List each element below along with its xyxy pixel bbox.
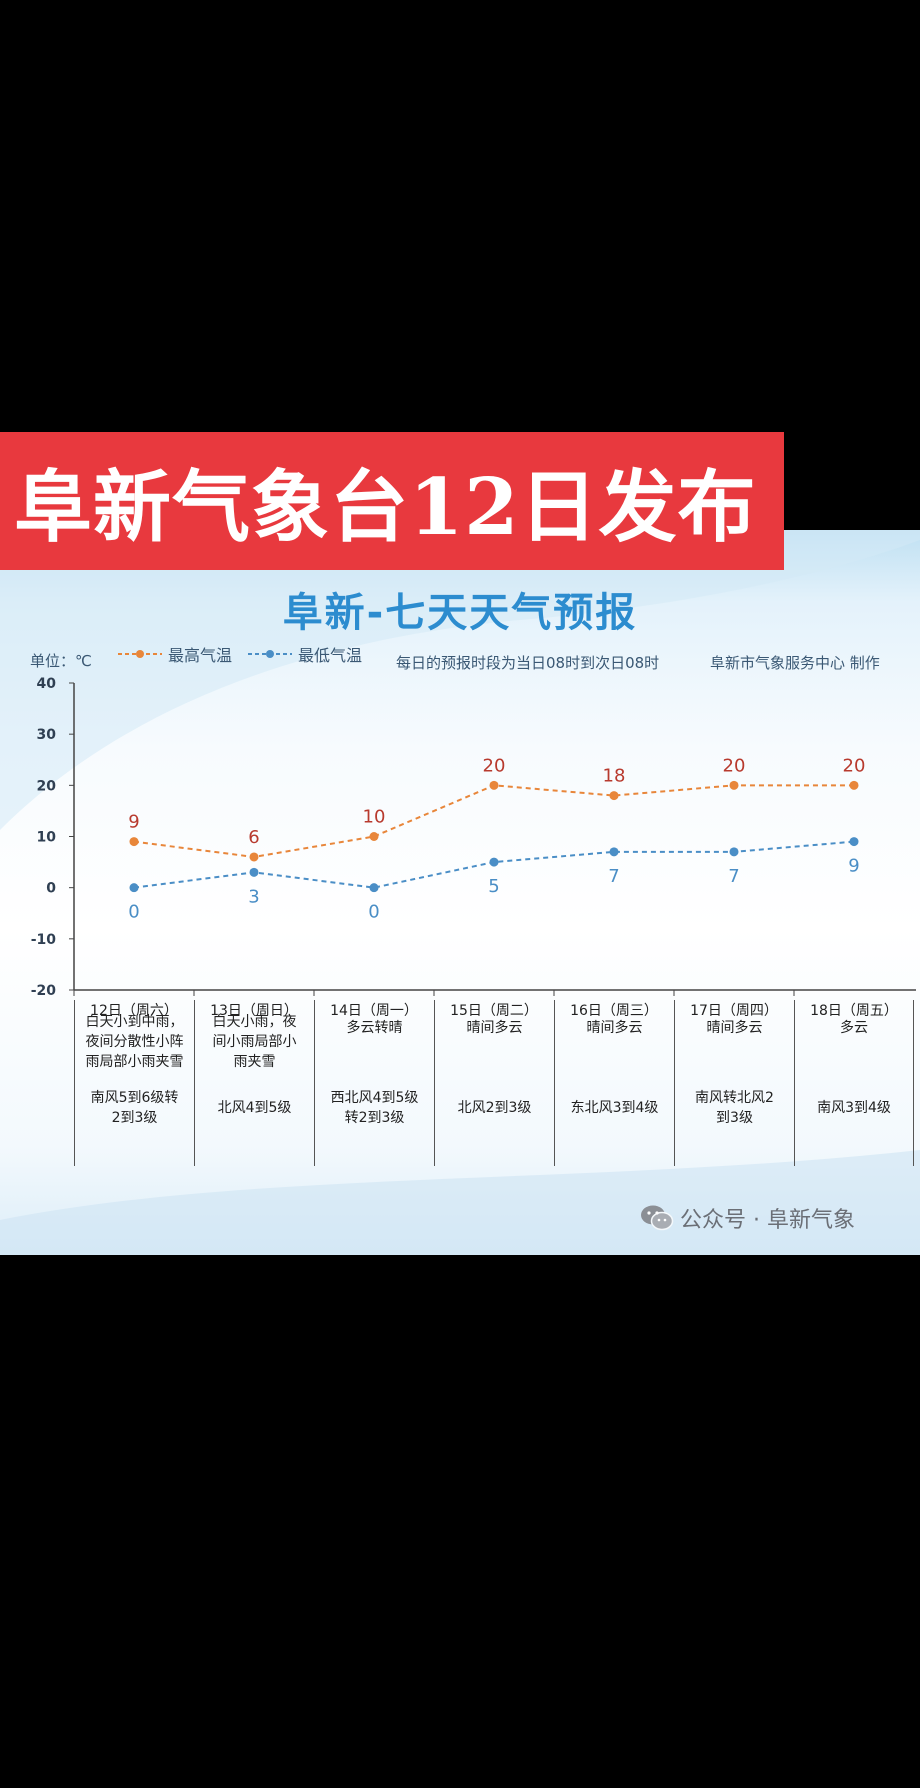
- series-line-high: [133, 784, 854, 858]
- y-tick-label: 20: [37, 778, 57, 794]
- x-tick-label: 14日（周一）: [330, 1003, 418, 1019]
- day-weather-text: 晴间多云: [466, 1020, 523, 1036]
- day-weather-text: 多云转晴: [346, 1020, 403, 1036]
- day-wind-text: 南风5到6级转 2到3级: [90, 1090, 179, 1126]
- data-point-high: [489, 780, 499, 790]
- legend-high-line-icon: [118, 650, 162, 658]
- watermark-text: 公众号 · 阜新气象: [680, 1208, 855, 1233]
- data-point-low: [129, 883, 139, 893]
- background-wave: [0, 530, 920, 830]
- y-tick-label: 10: [37, 830, 57, 846]
- day-weather-text: 晴间多云: [706, 1020, 763, 1036]
- forecast-chart-panel: 40 30 20 10 0 -10 -20 12日（周六） 13日（周日） 14日（周一） 15日（…: [0, 530, 920, 1255]
- y-tick-label: 0: [46, 881, 56, 897]
- data-label-low: 9: [848, 856, 859, 877]
- legend-high-label: 最高气温: [168, 646, 233, 665]
- data-label-high: 18: [603, 766, 626, 787]
- day-detail-column: 晴间多云南风转北风2 到3级: [674, 1000, 794, 1166]
- day-wind-text: 北风2到3级: [457, 1100, 532, 1116]
- producer-note: 阜新市气象服务中心 制作: [710, 654, 880, 672]
- data-label-high: 20: [723, 755, 746, 776]
- data-point-low: [489, 857, 499, 867]
- y-tick-label: 40: [37, 676, 57, 692]
- day-wind-text: 北风4到5级: [217, 1100, 292, 1116]
- x-tick-label: 17日（周四）: [690, 1003, 778, 1019]
- data-label-low: 0: [128, 902, 139, 923]
- day-wind-text: 东北风3到4级: [570, 1100, 659, 1116]
- day-detail-column: 多云南风3到4级: [794, 1000, 914, 1166]
- day-wind-text: 南风3到4级: [817, 1100, 891, 1116]
- unit-label: 单位：℃: [30, 652, 92, 670]
- forecast-period-note: 每日的预报时段为当日08时到次日08时: [396, 654, 660, 672]
- x-tick-label: 16日（周三）: [570, 1003, 658, 1019]
- data-point-low: [249, 867, 259, 877]
- day-detail-column: 晴间多云东北风3到4级: [554, 1000, 674, 1166]
- data-point-low: [729, 847, 739, 857]
- day-wind-text: 西北风4到5级 转2到3级: [330, 1090, 419, 1126]
- data-point-low: [369, 883, 379, 893]
- y-tick-label: -10: [31, 932, 57, 948]
- data-label-high: 9: [128, 812, 139, 833]
- data-label-low: 7: [608, 866, 619, 887]
- legend-high: 最高气温: [118, 642, 232, 666]
- day-weather-text: 晴间多云: [586, 1020, 643, 1036]
- x-tick-label: 18日（周五）: [810, 1003, 898, 1019]
- data-label-high: 20: [483, 755, 506, 776]
- legend-low-label: 最低气温: [298, 646, 363, 665]
- day-weather-text: 白天小雨，夜 间小雨局部小 雨夹雪: [212, 1014, 297, 1070]
- data-label-high: 6: [248, 827, 259, 848]
- data-point-high: [129, 837, 139, 847]
- data-point-high: [849, 780, 859, 790]
- legend-low-line-icon: [248, 650, 292, 658]
- data-point-low: [849, 837, 859, 847]
- chart-title: 阜新-七天天气预报: [282, 590, 638, 636]
- day-detail-column: 多云转晴西北风4到5级 转2到3级: [314, 1000, 434, 1166]
- x-tick-label: 12日（周六）: [90, 1003, 178, 1019]
- x-tick-label: 13日（周日）: [210, 1003, 298, 1019]
- day-wind-text: 南风转北风2 到3级: [695, 1090, 774, 1126]
- headline-banner: 阜新气象台12日发布: [0, 432, 784, 570]
- day-weather-text: 白天小到中雨， 夜间分散性小阵 雨局部小雨夹雪: [85, 1014, 184, 1070]
- data-point-high: [729, 780, 739, 790]
- day-detail-column: 晴间多云北风2到3级: [434, 1000, 554, 1166]
- data-label-low: 3: [248, 886, 259, 907]
- data-label-high: 20: [843, 755, 866, 776]
- data-label-low: 5: [488, 876, 499, 897]
- legend-low: 最低气温: [248, 642, 362, 666]
- day-detail-column: 白天小到中雨， 夜间分散性小阵 雨局部小雨夹雪南风5到6级转 2到3级: [74, 1000, 194, 1166]
- y-tick-label: 30: [37, 727, 57, 743]
- background-wave-bottom: [0, 1150, 920, 1255]
- y-tick-label: -20: [31, 983, 57, 999]
- day-detail-column: 白天小雨，夜 间小雨局部小 雨夹雪北风4到5级: [194, 1000, 314, 1166]
- data-label-low: 0: [368, 902, 379, 923]
- data-point-low: [609, 847, 619, 857]
- data-label-high: 10: [363, 807, 386, 828]
- data-label-low: 7: [728, 866, 739, 887]
- watermark: 公众号 · 阜新气象: [640, 1202, 855, 1234]
- day-weather-text: 多云: [840, 1020, 868, 1036]
- wechat-icon: [641, 1205, 674, 1231]
- data-point-high: [249, 852, 259, 862]
- x-tick-label: 15日（周二）: [450, 1003, 538, 1019]
- data-point-high: [369, 832, 379, 841]
- data-point-high: [609, 791, 619, 801]
